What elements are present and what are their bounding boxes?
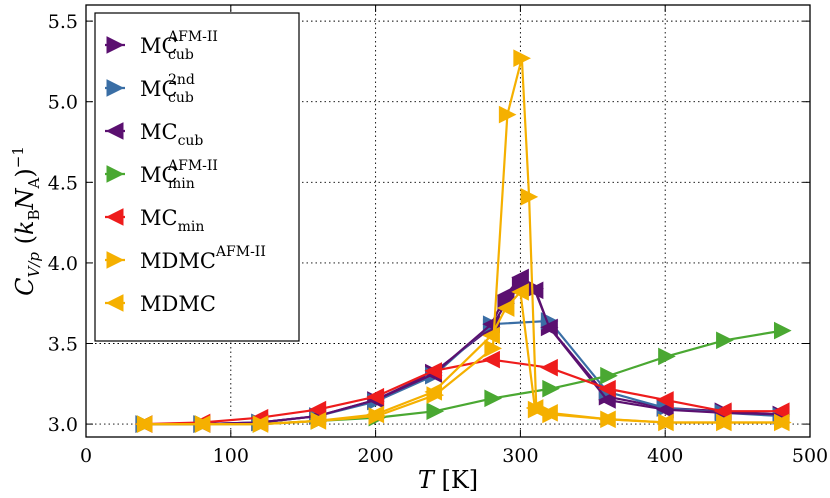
legend: MCAFM-II cub MC2nd cub MCcub MCAFM-II min MCmin… [94, 12, 300, 342]
legend-label: MDMCAFM-II [140, 244, 266, 273]
data-point [525, 281, 544, 300]
data-point [308, 412, 327, 430]
data-point [714, 402, 732, 421]
data-point [600, 366, 618, 385]
data-point [482, 326, 500, 345]
data-point [542, 379, 560, 398]
plot-frame [85, 4, 811, 438]
data-point [540, 358, 558, 377]
data-point [484, 339, 503, 358]
legend-marker [105, 208, 124, 226]
data-point [525, 399, 544, 417]
data-point [658, 347, 676, 366]
data-point [482, 350, 500, 369]
legend-entry: MCAFM-II cub [105, 29, 218, 63]
data-point [366, 387, 385, 406]
legend-marker [106, 79, 125, 97]
data-point [424, 383, 443, 401]
data-point [496, 286, 515, 304]
legend-entry: MCmin [105, 206, 204, 235]
y-tick-label: 5.0 [48, 92, 78, 114]
data-point [366, 405, 385, 424]
grid [86, 5, 810, 437]
legend-entry: MDMC [105, 292, 216, 316]
ticks: 0 100 200 300 400 500 3.0 3.5 4.0 4.5 5.0 5.5 [48, 5, 828, 467]
x-tick-label: 400 [647, 445, 683, 467]
data-point [598, 391, 616, 409]
series-layer [134, 49, 792, 433]
y-tick-label: 3.0 [48, 414, 78, 436]
data-point [771, 402, 790, 421]
data-point [771, 413, 790, 432]
legend-label: MCAFM-II cub [140, 29, 218, 63]
legend-label: MCcub [140, 120, 203, 149]
x-axis-label: T [K] [418, 466, 478, 494]
data-point [598, 410, 616, 429]
data-point [716, 331, 734, 350]
series-mdmc [134, 283, 790, 433]
x-tick-label: 500 [792, 445, 828, 467]
legend-label: MC2nd cub [140, 72, 195, 106]
y-tick-label: 5.5 [48, 11, 78, 33]
data-point [250, 415, 269, 433]
data-point [540, 404, 558, 422]
data-point [520, 188, 539, 206]
data-point [134, 415, 153, 433]
data-point [511, 268, 529, 287]
series-line [143, 358, 782, 426]
data-point [598, 379, 616, 398]
x-tick-label: 200 [357, 445, 393, 467]
data-point [426, 402, 445, 421]
data-point [773, 321, 792, 340]
legend-entry: MCAFM-II min [105, 158, 218, 192]
legend-label: MCmin [140, 206, 204, 235]
legend-label: MCAFM-II min [140, 158, 218, 192]
data-point [496, 299, 515, 317]
legend-marker [105, 294, 124, 312]
legend-box [94, 12, 300, 342]
data-point [513, 49, 531, 68]
data-point [714, 413, 732, 432]
y-tick-label: 4.5 [48, 172, 78, 194]
data-point [656, 413, 674, 432]
y-tick-label: 4.0 [48, 253, 78, 275]
legend-marker [106, 251, 125, 269]
legend-marker [105, 122, 124, 140]
legend-entry: MDMCAFM-II [105, 244, 266, 273]
data-point [192, 415, 211, 433]
legend-marker [106, 165, 125, 183]
data-point [424, 362, 443, 380]
svg-text:CV/p (kBNA)−1: CV/p (kBNA)−1 [9, 146, 43, 296]
x-tick-label: 100 [213, 445, 249, 467]
data-point [308, 400, 327, 419]
data-point [498, 105, 517, 124]
legend-marker [106, 36, 125, 54]
x-tick-label: 0 [80, 445, 92, 467]
legend-label: MDMC [140, 292, 216, 316]
legend-entry: MC2nd cub [105, 72, 195, 106]
data-point [656, 391, 674, 409]
y-tick-label: 3.5 [48, 334, 78, 356]
data-point [484, 389, 503, 408]
legend-entry: MCcub [105, 120, 203, 149]
data-point [511, 283, 529, 301]
y-axis-label: CV/p (kBNA)−1 [9, 146, 43, 296]
data-point [540, 318, 558, 337]
x-tick-label: 300 [502, 445, 538, 467]
